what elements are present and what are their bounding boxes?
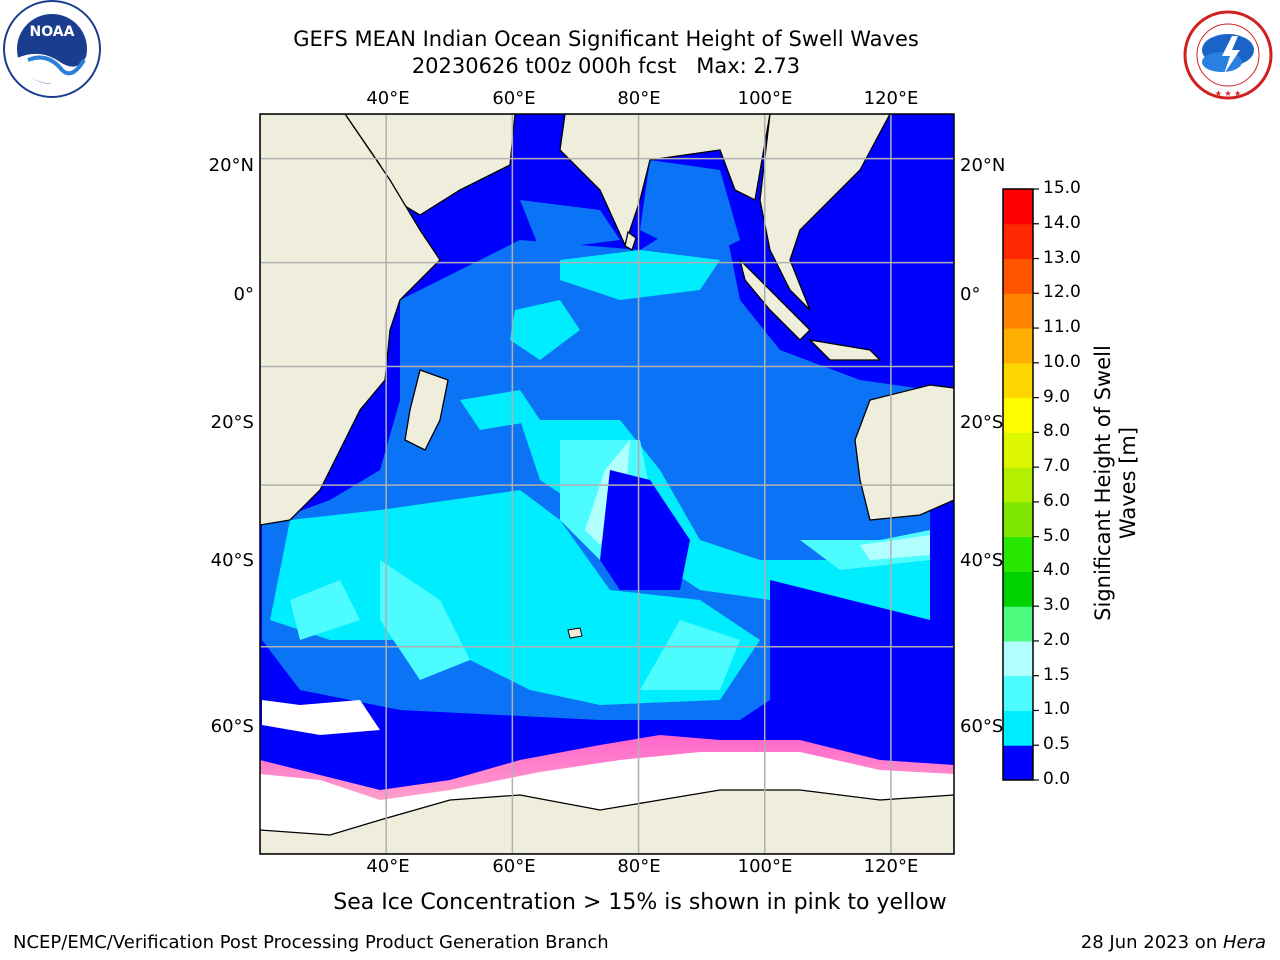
lon-tick-top-120e: 120°E xyxy=(863,88,919,109)
footer-machine: Hera xyxy=(1222,932,1266,953)
colorbar-tick-label-15: 13.0 xyxy=(1043,247,1081,268)
noaa-logo-text: NOAA xyxy=(30,24,75,40)
lat-tick-right-40s: 40°S xyxy=(960,550,1004,571)
svg-text:★ ★ ★: ★ ★ ★ xyxy=(1215,89,1242,98)
colorbar-tick-label-13: 11.0 xyxy=(1043,317,1081,338)
lon-tick-bottom-60e: 60°E xyxy=(492,856,536,877)
lon-tick-bottom-100e: 100°E xyxy=(737,856,793,877)
lat-tick-left-0: 0° xyxy=(233,284,254,305)
lat-tick-left-60s: 60°S xyxy=(210,716,254,737)
sumatra-land xyxy=(738,257,811,341)
colorbar-tick-label-17: 15.0 xyxy=(1043,178,1081,198)
lon-tick-bottom-40e: 40°E xyxy=(366,856,410,877)
lat-tick-right-60s: 60°S xyxy=(960,716,1004,737)
lon-tick-top-60e: 60°E xyxy=(492,88,536,109)
footer-date: 28 Jun 2023 on xyxy=(1080,932,1223,953)
colorbar-tick-label-14: 12.0 xyxy=(1043,282,1081,303)
colorbar-tick-label-1: 0.5 xyxy=(1043,734,1071,755)
colorbar-tick-label-5: 3.0 xyxy=(1043,595,1071,616)
colorbar-tick-label-6: 4.0 xyxy=(1043,560,1071,581)
lat-tick-right-20s: 20°S xyxy=(960,412,1004,433)
madagascar-land xyxy=(404,369,449,451)
colorbar-tick-label-8: 6.0 xyxy=(1043,490,1071,511)
lon-tick-bottom-120e: 120°E xyxy=(863,856,919,877)
lon-tick-top-40e: 40°E xyxy=(366,88,410,109)
footer-credit: NCEP/EMC/Verification Post Processing Pr… xyxy=(13,932,609,953)
colorbar-tick-label-11: 9.0 xyxy=(1043,386,1071,407)
land-masses xyxy=(260,114,954,854)
colorbar-tick-label-2: 1.0 xyxy=(1043,699,1071,720)
map-frame xyxy=(259,113,955,855)
lat-tick-left-20n: 20°N xyxy=(208,155,254,176)
colorbar-title-line2: Waves [m] xyxy=(1116,426,1140,540)
noaa-logo: NOAA xyxy=(0,0,106,100)
chart-title: GEFS MEAN Indian Ocean Significant Heigh… xyxy=(293,27,919,51)
africa-land xyxy=(260,114,441,526)
colorbar-tick-label-7: 5.0 xyxy=(1043,525,1071,546)
lon-tick-top-80e: 80°E xyxy=(617,88,661,109)
java-land xyxy=(808,339,882,361)
colorbar-tick-label-10: 8.0 xyxy=(1043,421,1071,442)
lat-tick-right-20n: 20°N xyxy=(960,155,1006,176)
colorbar-tick-label-12: 10.0 xyxy=(1043,351,1081,372)
colorbar-tick-label-0: 0.0 xyxy=(1043,769,1071,789)
nws-logo: ★ ★ ★ xyxy=(1178,10,1278,100)
lat-tick-left-20s: 20°S xyxy=(210,412,254,433)
colorbar-tick-label-3: 1.5 xyxy=(1043,664,1071,685)
lon-tick-top-100e: 100°E xyxy=(737,88,793,109)
lat-tick-right-0: 0° xyxy=(960,284,981,305)
lon-tick-bottom-80e: 80°E xyxy=(617,856,661,877)
colorbar-title-line1: Significant Height of Swell xyxy=(1091,345,1115,621)
sri-lanka-land xyxy=(624,230,637,251)
colorbar-label xyxy=(1020,310,1050,490)
southeast-asia-land xyxy=(759,114,891,311)
colorbar-tick-label-16: 14.0 xyxy=(1043,212,1081,233)
india-land xyxy=(559,114,771,247)
sea-ice-caption: Sea Ice Concentration > 15% is shown in … xyxy=(333,890,947,915)
chart-subtitle: 20230626 t00z 000h fcst Max: 2.73 xyxy=(411,54,801,78)
australia-land xyxy=(854,384,954,521)
lat-tick-left-40s: 40°S xyxy=(210,550,254,571)
footer-timestamp: 28 Jun 2023 on Hera xyxy=(1081,932,1266,953)
map-grid xyxy=(260,114,954,854)
colorbar-tick-label-4: 2.0 xyxy=(1043,629,1071,650)
colorbar-tick-label-9: 7.0 xyxy=(1043,456,1071,477)
antarctica-land xyxy=(260,789,954,854)
